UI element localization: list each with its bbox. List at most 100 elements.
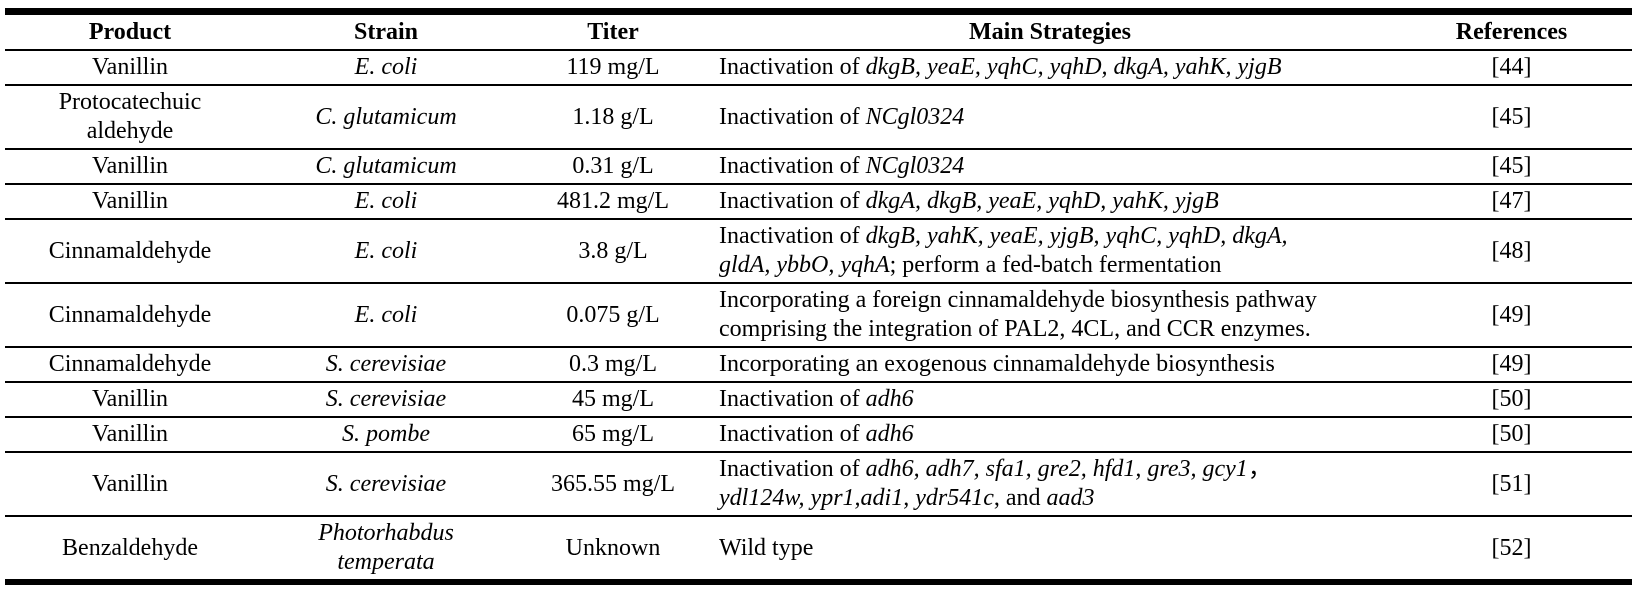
table-row: Cinnamaldehyde S. cerevisiae 0.3 mg/L Incor… [5, 347, 1632, 382]
gene-name-text: gldA, ybbO, yqhA [719, 252, 890, 278]
strategy-cell: Wild type [709, 516, 1391, 582]
product-cell: Cinnamaldehyde [48, 351, 212, 377]
strategy-text: Inactivation of [719, 54, 866, 80]
reference-cell: [44] [1491, 54, 1532, 80]
strategy-cell: Inactivation of adh6 [709, 382, 1391, 417]
reference-cell: [49] [1491, 301, 1532, 328]
table-row: Vanillin E. coli 481.2 mg/L Inactivation of… [5, 184, 1632, 219]
column-header-strategies: Main Strategies [969, 19, 1131, 45]
strategy-text: Inactivation of [719, 188, 866, 214]
strategy-text: Inactivation of [719, 386, 866, 412]
column-header-strain: Strain [353, 19, 418, 45]
strain-cell: E. coli [354, 54, 418, 80]
strain-cell: S. pombe [342, 421, 430, 447]
product-cell: Cinnamaldehyde [48, 301, 212, 328]
gene-name-text: dkgB, yeaE, yqhC, yqhD, dkgA, yahK, yjgB [865, 54, 1282, 80]
strategy-text: Inactivation of [719, 456, 866, 482]
titer-cell: 0.3 mg/L [569, 351, 657, 377]
strategy-text: Inactivation of [719, 153, 866, 179]
strategy-cell: Inactivation of dkgA, dkgB, yeaE, yqhD, … [709, 184, 1391, 219]
table-row: Vanillin C. glutamicum 0.31 g/L Inactivatio… [5, 149, 1632, 184]
header-row: Product Strain Titer Main Strategies Ref… [5, 12, 1632, 50]
table-row: Cinnamaldehyde E. coli 3.8 g/L Inactivation… [5, 219, 1632, 283]
strategy-text: , and [993, 485, 1047, 511]
strategy-text: ; perform a fed-batch fermentation [889, 252, 1222, 278]
strain-cell: E. coli [354, 188, 418, 214]
product-cell: Vanillin [92, 54, 168, 80]
titer-cell: 65 mg/L [572, 421, 654, 447]
table-row: Protocatechuic aldehyde C. glutamicum 1.18… [5, 85, 1632, 149]
strain-cell: C. glutamicum [315, 153, 457, 179]
strategy-cell: Inactivation of adh6 [709, 417, 1391, 452]
titer-cell: 1.18 g/L [572, 103, 654, 130]
gene-name-text: aad3 [1046, 485, 1095, 511]
gene-name-text: ydl124w, ypr1,adi1, ydr541c [719, 485, 994, 511]
strain-cell: E. coli [354, 301, 418, 328]
strategy-text: Incorporating an exogenous cinnamaldehyd… [719, 351, 1275, 377]
gene-name-text: dkgB, yahK, yeaE, yjgB, yqhC, yqhD, dkgA… [865, 223, 1288, 249]
gene-name-text: dkgA, dkgB, yeaE, yqhD, yahK, yjgB [865, 188, 1219, 214]
strategy-cell: Inactivation of dkgB, yeaE, yqhC, yqhD, … [709, 50, 1391, 85]
product-cell: Cinnamaldehyde [48, 237, 212, 264]
table-row: Vanillin S. pombe 65 mg/L Inactivation of a… [5, 417, 1632, 452]
titer-cell: 45 mg/L [572, 386, 654, 412]
strain-cell: S. cerevisiae [325, 386, 447, 412]
reference-cell: [51] [1491, 470, 1532, 497]
reference-cell: [50] [1491, 421, 1532, 447]
strain-cell: S. cerevisiae [325, 351, 447, 377]
product-cell: Protocatechuic aldehyde [58, 89, 202, 144]
reference-cell: [45] [1491, 153, 1532, 179]
product-cell: Vanillin [92, 421, 168, 447]
titer-cell: 0.075 g/L [566, 301, 660, 328]
titer-cell: 365.55 mg/L [551, 470, 675, 497]
titer-cell: 3.8 g/L [578, 237, 648, 264]
strategy-text: Inactivation of [719, 223, 866, 249]
strain-cell: E. coli [354, 237, 418, 264]
strain-cell: S. cerevisiae [325, 470, 447, 497]
reference-cell: [50] [1491, 386, 1532, 412]
paper-table-page: Product Strain Titer Main Strategies Ref… [0, 8, 1641, 597]
table-row: Benzaldehyde Photorhabdus temperata Unknow… [5, 516, 1632, 582]
strategy-cell: Inactivation of adh6, adh7, sfa1, gre2, … [709, 452, 1391, 516]
column-header-product: Product [88, 19, 172, 45]
gene-name-text: adh6 [865, 386, 914, 412]
strain-cell: C. glutamicum [315, 103, 457, 130]
titer-cell: 481.2 mg/L [557, 188, 669, 214]
strategy-cell: Incorporating an exogenous cinnamaldehyd… [709, 347, 1391, 382]
reference-cell: [45] [1491, 103, 1532, 130]
strategy-text: Wild type [719, 534, 814, 561]
strategy-cell: Incorporating a foreign cinnamaldehyde b… [709, 283, 1391, 347]
product-cell: Vanillin [92, 153, 168, 179]
strategy-cell: Inactivation of dkgB, yahK, yeaE, yjgB, … [709, 219, 1391, 283]
product-cell: Vanillin [92, 470, 168, 497]
strategy-cell: Inactivation of NCgl0324 [709, 85, 1391, 149]
column-header-titer: Titer [587, 19, 639, 45]
table-header: Product Strain Titer Main Strategies Ref… [5, 12, 1632, 50]
reference-cell: [52] [1491, 534, 1532, 561]
strategy-text: Inactivation of [719, 421, 866, 447]
column-header-references: References [1455, 19, 1568, 45]
reference-cell: [49] [1491, 351, 1532, 377]
product-cell: Benzaldehyde [62, 534, 198, 561]
gene-name-text: NCgl0324 [865, 103, 965, 130]
strategies-table: Product Strain Titer Main Strategies Ref… [5, 8, 1632, 585]
titer-cell: Unknown [565, 534, 661, 561]
gene-name-text: adh6, adh7, sfa1, gre2, hfd1, gre3, gcy1 [865, 456, 1248, 482]
strategy-text: Incorporating a foreign cinnamaldehyde b… [719, 287, 1317, 313]
gene-name-text: adh6 [865, 421, 914, 447]
strain-cell: Photorhabdus temperata [318, 520, 454, 575]
product-cell: Vanillin [92, 188, 168, 214]
product-cell: Vanillin [92, 386, 168, 412]
titer-cell: 0.31 g/L [572, 153, 654, 179]
strategy-text: comprising the integration of PAL2, 4CL,… [719, 316, 1311, 342]
titer-cell: 119 mg/L [566, 54, 660, 80]
table-row: Vanillin S. cerevisiae 365.55 mg/L Inactiva… [5, 452, 1632, 516]
reference-cell: [48] [1491, 237, 1532, 264]
gene-name-text: NCgl0324 [865, 153, 965, 179]
reference-cell: [47] [1491, 188, 1532, 214]
table-row: Vanillin S. cerevisiae 45 mg/L Inactivation… [5, 382, 1632, 417]
strategy-text: Inactivation of [719, 103, 866, 130]
table-body: Vanillin E. coli 119 mg/L Inactivation of d… [5, 50, 1632, 582]
table-row: Cinnamaldehyde E. coli 0.075 g/L Incorporat… [5, 283, 1632, 347]
table-row: Vanillin E. coli 119 mg/L Inactivation of d… [5, 50, 1632, 85]
